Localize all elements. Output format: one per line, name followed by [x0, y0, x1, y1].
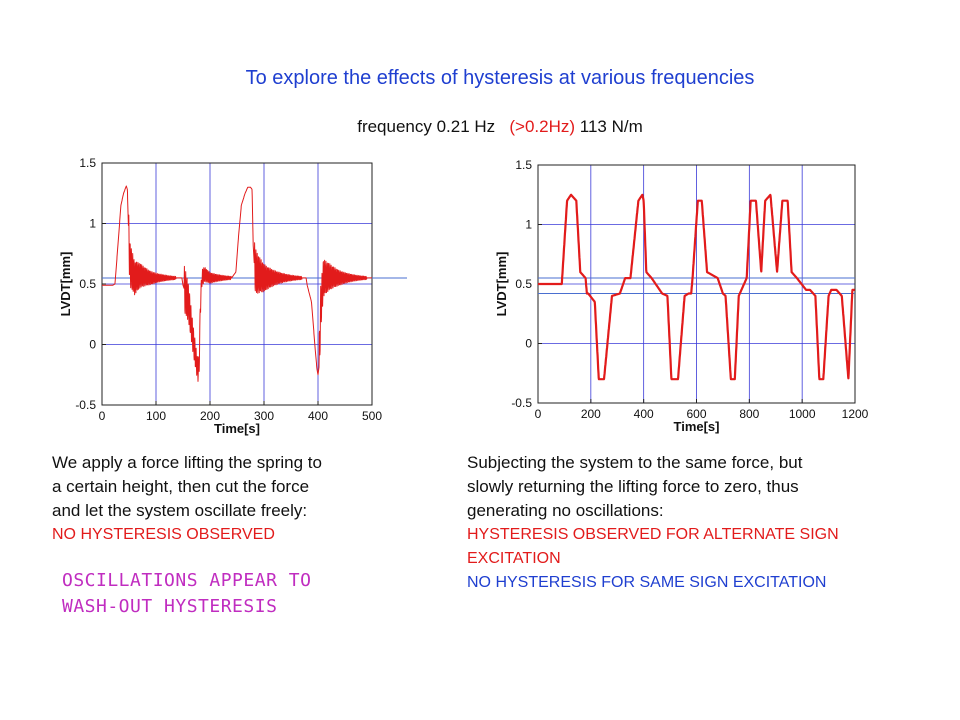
right-description-line: Subjecting the system to the same force,… — [467, 453, 803, 472]
right-description-line: generating no oscillations: — [467, 501, 664, 520]
page-title: To explore the effects of hysteresis at … — [245, 67, 755, 89]
y-tick-label: -0.5 — [75, 398, 96, 412]
x-tick-label: 100 — [146, 409, 166, 423]
x-axis-label: Time[s] — [214, 421, 260, 436]
left-description-line: a certain height, then cut the force — [52, 477, 310, 496]
oscillation-note: OSCILLATIONS APPEAR TO WASH-OUT HYSTERES… — [62, 568, 311, 620]
x-axis-label: Time[s] — [674, 419, 720, 434]
y-tick-label: -0.5 — [511, 396, 532, 410]
frequency-threshold: (>0.2Hz) — [509, 117, 576, 136]
right-description-line: slowly returning the lifting force to ze… — [467, 477, 799, 496]
x-tick-label: 300 — [254, 409, 274, 423]
lvdt-series-line — [537, 193, 856, 381]
x-tick-label: 400 — [634, 407, 654, 421]
frequency-label: frequency 0.21 Hz — [357, 117, 496, 136]
alternate-sign-note: EXCITATION — [467, 550, 561, 567]
stiffness-label: 113 N/m — [579, 117, 643, 136]
x-tick-label: 800 — [739, 407, 759, 421]
no-hysteresis-note: NO HYSTERESIS OBSERVED — [52, 526, 275, 543]
page-subtitle: frequency 0.21 Hz (>0.2Hz) 113 N/m — [0, 117, 960, 137]
x-tick-label: 1200 — [842, 407, 869, 421]
x-tick-label: 200 — [581, 407, 601, 421]
y-tick-label: 1.5 — [79, 156, 96, 170]
left-chart: 0 100 200 300 400 500-0.500.511.5Time[s]LVDT[… — [58, 156, 407, 436]
y-tick-label: 1 — [525, 218, 532, 232]
x-tick-label: 0 — [535, 407, 542, 421]
y-tick-label: 0.5 — [515, 277, 532, 291]
right-chart: 0 200 400 600 800 1000 1200-0.500.511.5Time[s]… — [494, 158, 869, 434]
y-axis-label: LVDT[mm] — [58, 252, 73, 317]
y-tick-label: 1 — [89, 217, 96, 231]
y-tick-label: 0 — [89, 338, 96, 352]
oscillation-note-line: OSCILLATIONS APPEAR TO — [62, 570, 312, 591]
left-description: We apply a force lifting the spring to a… — [52, 451, 322, 547]
x-tick-label: 0 — [99, 409, 106, 423]
y-axis-label: LVDT[mm] — [494, 252, 509, 317]
left-description-line: and let the system oscillate freely: — [52, 501, 308, 520]
x-tick-label: 400 — [308, 409, 328, 423]
y-tick-label: 0.5 — [79, 277, 96, 291]
right-description: Subjecting the system to the same force,… — [467, 451, 839, 595]
y-tick-label: 1.5 — [515, 158, 532, 172]
oscillation-note-line: WASH-OUT HYSTERESIS — [62, 596, 278, 617]
y-tick-label: 0 — [525, 337, 532, 351]
alternate-sign-note: HYSTERESIS OBSERVED FOR ALTERNATE SIGN — [467, 526, 839, 543]
left-description-line: We apply a force lifting the spring to — [52, 453, 322, 472]
same-sign-note: NO HYSTERESIS FOR SAME SIGN EXCITATION — [467, 574, 827, 591]
x-tick-label: 200 — [200, 409, 220, 423]
x-tick-label: 500 — [362, 409, 382, 423]
x-tick-label: 600 — [686, 407, 706, 421]
lvdt-series-line — [101, 185, 373, 382]
x-tick-label: 1000 — [789, 407, 816, 421]
